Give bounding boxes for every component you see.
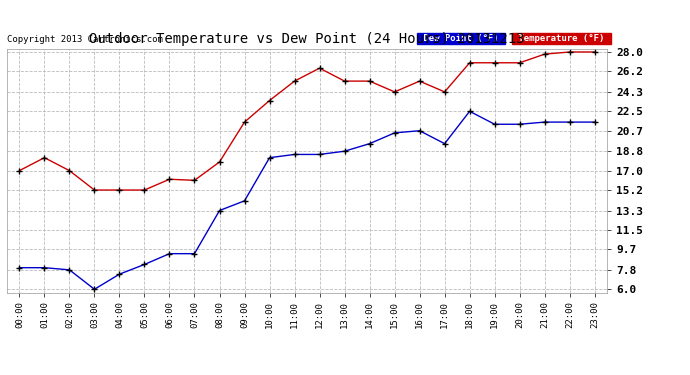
Title: Outdoor Temperature vs Dew Point (24 Hours) 20131213: Outdoor Temperature vs Dew Point (24 Hou… (89, 32, 525, 46)
Text: Copyright 2013 Cartronics.com: Copyright 2013 Cartronics.com (7, 35, 163, 44)
Text: Temperature (°F): Temperature (°F) (513, 34, 610, 43)
Text: Dew Point (°F): Dew Point (°F) (418, 34, 504, 43)
